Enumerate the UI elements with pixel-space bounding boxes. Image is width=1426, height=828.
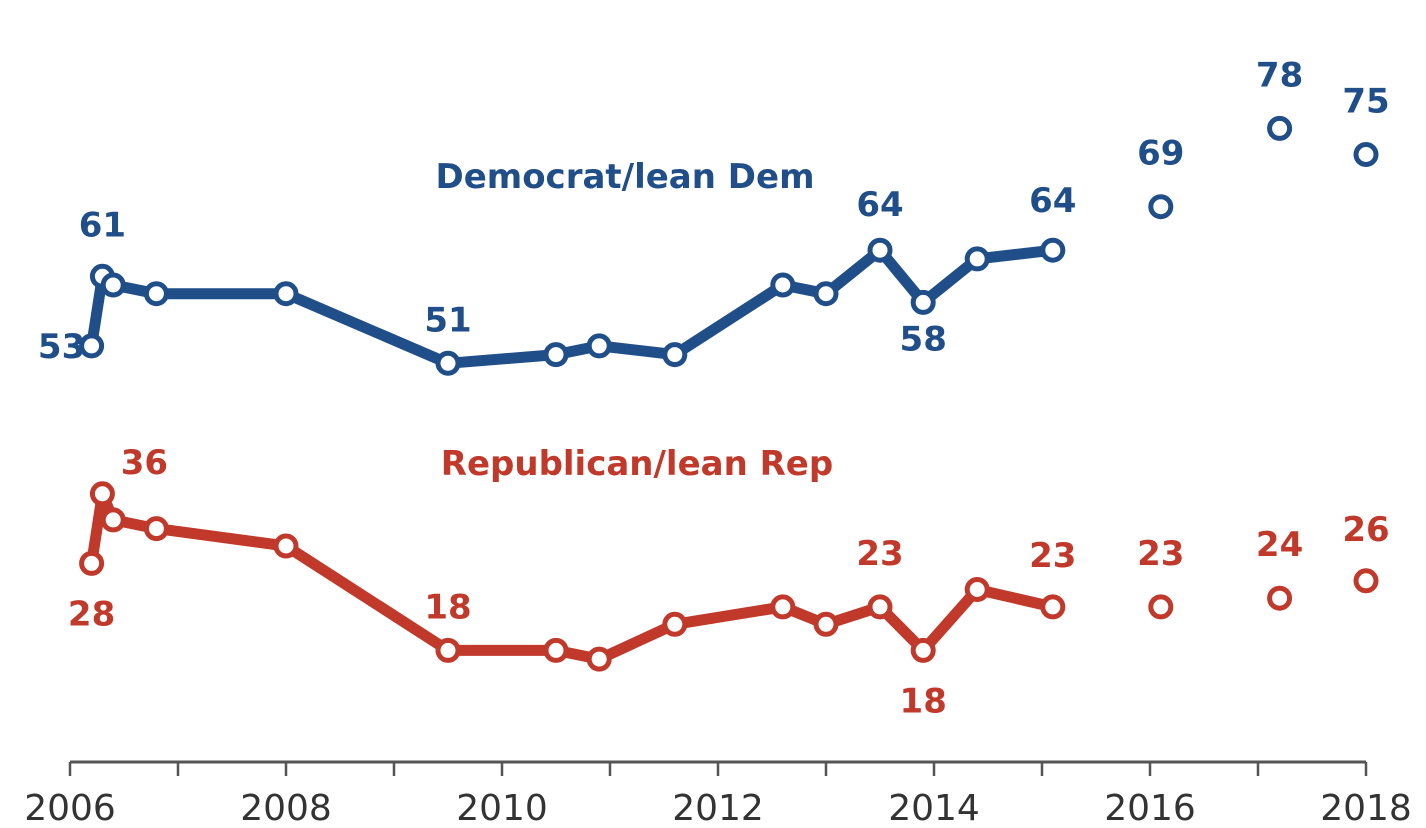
data-label: 23 xyxy=(1029,536,1076,576)
series-points xyxy=(79,115,1379,672)
data-point xyxy=(964,577,990,602)
x-tick-label: 2006 xyxy=(24,788,116,828)
data-label: 28 xyxy=(68,594,115,634)
data-point xyxy=(770,594,796,620)
x-tick-label: 2018 xyxy=(1320,788,1412,828)
data-point xyxy=(79,550,105,576)
data-point xyxy=(1040,237,1066,263)
data-point xyxy=(143,281,169,307)
data-point xyxy=(1267,585,1293,611)
x-tick-label: 2012 xyxy=(672,788,764,828)
data-label: 23 xyxy=(1137,534,1184,574)
data-label: 64 xyxy=(856,185,903,225)
data-point xyxy=(89,481,115,507)
series-line xyxy=(86,488,1059,665)
data-point xyxy=(586,646,612,672)
data-point xyxy=(1148,594,1174,620)
data-point xyxy=(1267,115,1293,141)
data-point xyxy=(543,342,569,368)
x-tick-label: 2014 xyxy=(888,788,980,828)
data-label: 23 xyxy=(856,534,903,574)
data-label: 24 xyxy=(1256,525,1303,565)
data-label: 78 xyxy=(1256,55,1303,95)
data-point xyxy=(770,272,796,298)
data-point xyxy=(1148,194,1174,220)
data-point xyxy=(543,637,569,663)
data-point xyxy=(100,507,126,533)
data-point xyxy=(813,281,839,307)
data-point xyxy=(435,637,461,663)
data-label: 69 xyxy=(1137,134,1184,174)
data-point xyxy=(1040,594,1066,620)
data-point xyxy=(964,246,990,272)
data-point xyxy=(867,237,893,263)
series-label: Republican/lean Rep xyxy=(441,444,833,484)
x-axis: 2006 2008 2010 2012 2014 2016 2018 xyxy=(24,760,1412,828)
x-tick-label: 2010 xyxy=(456,788,548,828)
x-tick-label: 2016 xyxy=(1104,788,1196,828)
data-point xyxy=(273,281,299,307)
data-point xyxy=(79,333,105,359)
data-label: 61 xyxy=(79,205,126,245)
data-labels: 53 61 51 64 58 64 69 78 75 28 36 18 23 18 23 23 24 26 xyxy=(38,55,1390,721)
data-point xyxy=(435,350,461,376)
data-label: 18 xyxy=(424,587,471,627)
data-label: 18 xyxy=(900,681,947,721)
data-point xyxy=(662,611,688,637)
data-point xyxy=(910,289,936,315)
data-label: 36 xyxy=(121,443,168,483)
data-point xyxy=(867,594,893,620)
series-label: Democrat/lean Dem xyxy=(435,157,814,197)
data-label: 26 xyxy=(1342,510,1389,550)
data-point xyxy=(813,611,839,637)
data-label: 75 xyxy=(1342,82,1389,122)
data-point xyxy=(1353,142,1379,167)
data-point xyxy=(273,533,299,559)
data-point xyxy=(1353,568,1379,594)
data-point xyxy=(100,272,126,298)
data-label: 64 xyxy=(1029,181,1076,221)
data-point xyxy=(910,637,936,663)
x-tick-label: 2008 xyxy=(240,788,332,828)
inline-legend: Democrat/lean Dem Republican/lean Rep xyxy=(435,157,833,484)
data-label: 51 xyxy=(424,300,471,340)
data-point xyxy=(662,342,688,368)
data-point xyxy=(586,333,612,359)
data-label: 58 xyxy=(900,319,947,359)
data-label: 53 xyxy=(38,327,85,367)
data-point xyxy=(143,516,169,542)
